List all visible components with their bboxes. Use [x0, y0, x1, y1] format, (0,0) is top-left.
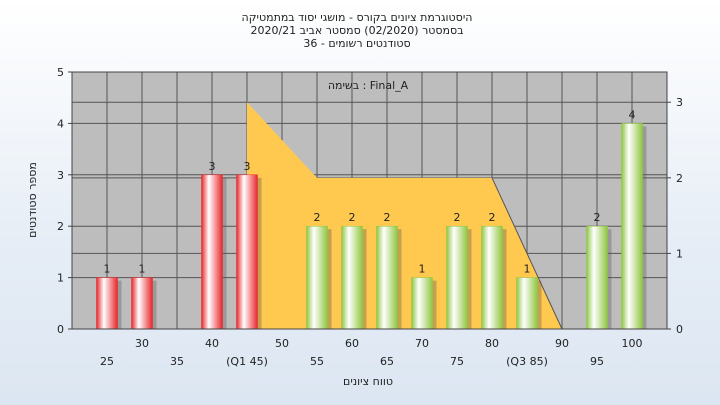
- x-tick-label: 95: [590, 355, 604, 368]
- bar-value-label: 2: [384, 211, 391, 224]
- title-line-3: סטודנטים רשומים - 36: [303, 37, 410, 50]
- bars: 1 1 3 3 2 2 2 1 2 2 1 2 4: [96, 108, 647, 330]
- bar-value-label: 2: [349, 211, 356, 224]
- x-tick-label: 35: [170, 355, 184, 368]
- y-tick-label: 0: [57, 323, 64, 336]
- x-tick-label: 50: [275, 337, 289, 350]
- bar: [446, 225, 468, 330]
- bar: [201, 174, 223, 330]
- y2-tick-label: 2: [676, 172, 683, 185]
- x-tick-label: 80: [485, 337, 499, 350]
- x-tick-label: 75: [450, 355, 464, 368]
- x-tick-label: 30: [135, 337, 149, 350]
- x-tick-label: (Q3 85): [506, 355, 548, 368]
- bar: [481, 225, 503, 330]
- x-tick-label: 55: [310, 355, 324, 368]
- bar-value-label: 1: [419, 263, 426, 276]
- x-tick-label: 100: [622, 337, 643, 350]
- bar: [376, 225, 398, 330]
- y-axis-right: 0 1 2 3: [667, 96, 683, 336]
- title-line-2: בסמסטר (02/2020) סמסטר אביב 2020/21: [250, 24, 463, 37]
- y-axis-left: 0 1 2 3 4 5: [57, 66, 72, 336]
- bar-value-label: 1: [104, 263, 111, 276]
- bar-value-label: 1: [524, 263, 531, 276]
- bar-value-label: 3: [244, 160, 251, 173]
- y2-tick-label: 1: [676, 247, 683, 260]
- bar: [131, 277, 153, 330]
- bar: [621, 123, 643, 330]
- bar: [341, 225, 363, 330]
- x-tick-label: 60: [345, 337, 359, 350]
- y-tick-label: 5: [57, 66, 64, 79]
- bar-value-label: 4: [629, 108, 636, 121]
- chart-title: היסטוגרמת ציונים בקורס - מושגי יסוד במתמ…: [242, 11, 473, 50]
- x-tick-label: (Q1 45): [226, 355, 268, 368]
- bar-value-label: 2: [594, 211, 601, 224]
- bar-value-label: 2: [454, 211, 461, 224]
- x-tick-label: 90: [555, 337, 569, 350]
- y2-tick-label: 0: [676, 323, 683, 336]
- y-tick-label: 1: [57, 272, 64, 285]
- x-tick-label: 65: [380, 355, 394, 368]
- bar-value-label: 2: [489, 211, 496, 224]
- y-tick-label: 4: [57, 117, 64, 130]
- bar: [411, 277, 433, 330]
- y-axis-title: מספר סטודנטים: [26, 162, 39, 238]
- plot-frame: [71, 71, 668, 330]
- bar: [586, 225, 608, 330]
- x-axis: 25 30 35 40 (Q1 45) 50 55 60 65 70 75 80 (Q3 85) 90 95…: [100, 337, 643, 368]
- bar: [96, 277, 118, 330]
- y-tick-label: 3: [57, 169, 64, 182]
- bar-value-label: 2: [314, 211, 321, 224]
- annotation-label: בשימה : Final_A: [328, 79, 409, 92]
- y-tick-label: 2: [57, 220, 64, 233]
- x-axis-title: טווח ציונים: [343, 375, 393, 388]
- y2-tick-label: 3: [676, 96, 683, 109]
- x-tick-label: 40: [205, 337, 219, 350]
- x-tick-label: 25: [100, 355, 114, 368]
- bar-value-label: 3: [209, 160, 216, 173]
- bar: [516, 277, 538, 330]
- x-tick-label: 70: [415, 337, 429, 350]
- title-line-1: היסטוגרמת ציונים בקורס - מושגי יסוד במתמ…: [242, 11, 473, 24]
- box-plot-edge: [491, 177, 563, 330]
- bar: [236, 174, 258, 330]
- bar-value-label: 1: [139, 263, 146, 276]
- bar: [306, 225, 328, 330]
